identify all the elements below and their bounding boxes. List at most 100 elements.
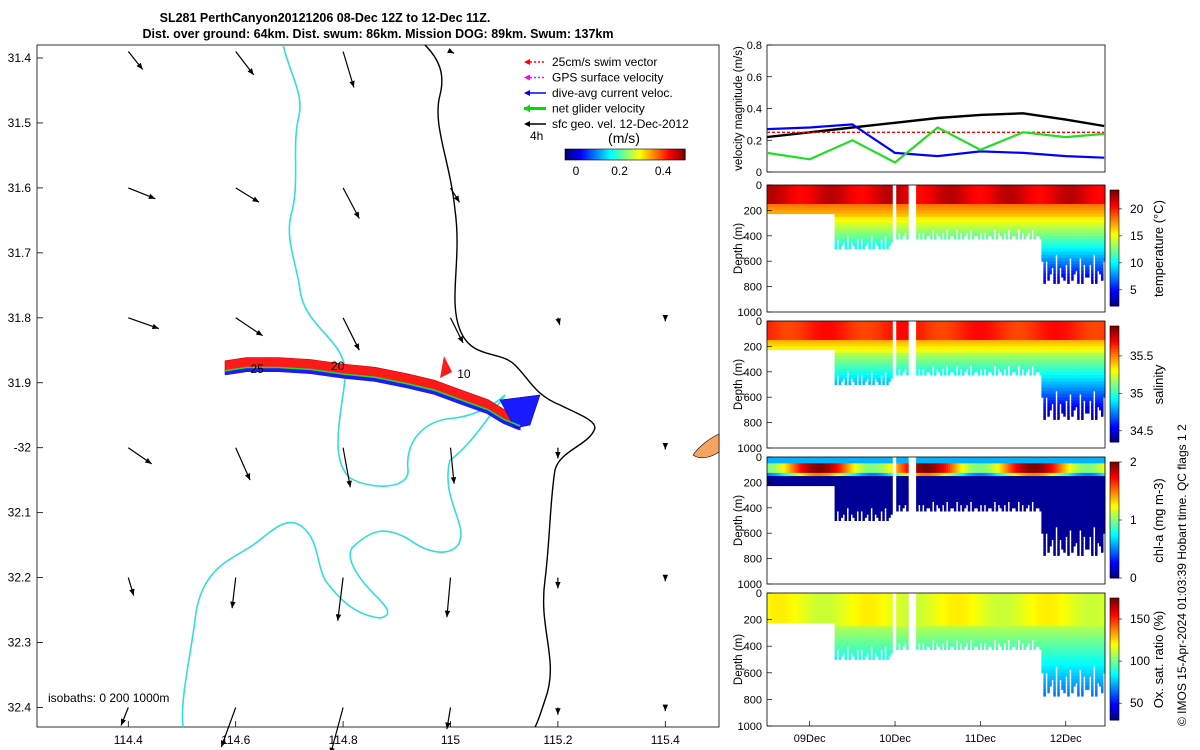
heatmap-cell (770, 343, 774, 347)
heatmap-cell (1051, 235, 1054, 240)
heatmap-cell (838, 333, 842, 338)
heatmap-cell (1017, 213, 1021, 218)
heatmap-cell (1097, 245, 1100, 249)
geo-velocity-arrowhead (349, 80, 355, 88)
heatmap-cell (1011, 362, 1015, 366)
heatmap-cell (934, 365, 937, 370)
heatmap-cell (1031, 200, 1034, 205)
heatmap-cell (971, 232, 975, 237)
heatmap-cell (886, 381, 889, 385)
heatmap-cell (1055, 197, 1058, 202)
heatmap-cell (846, 355, 850, 360)
heatmap-cell (1027, 343, 1030, 347)
heatmap-cell (1077, 251, 1080, 256)
heatmap-cell (1011, 321, 1015, 325)
legend-item: dive-avg current veloc. (524, 86, 673, 100)
heatmap-cell (830, 343, 834, 347)
heatmap-cell (1017, 349, 1021, 354)
heatmap-cell (975, 333, 979, 338)
heatmap-cell (1051, 207, 1054, 211)
heatmap-cell (830, 191, 834, 196)
heatmap-cell (844, 374, 848, 379)
geo-velocity-arrowhead (230, 601, 236, 609)
heatmap-cell (1015, 340, 1019, 344)
heatmap-cell (1035, 197, 1038, 202)
heatmap-cell (947, 359, 951, 363)
heatmap-cell (1059, 245, 1062, 249)
heatmap-cell (1095, 216, 1098, 221)
heatmap-cell (957, 200, 961, 205)
heatmap-cell (878, 204, 881, 208)
heatmap-cell (1021, 330, 1024, 335)
heatmap-cell (1045, 254, 1048, 259)
heatmap-cell (812, 200, 816, 205)
heatmap-cell (772, 194, 776, 199)
heatmap-cell (1071, 248, 1074, 253)
heatmap-cell (997, 207, 1001, 211)
heatmap-cell (1021, 352, 1024, 357)
heatmap-cell (934, 336, 937, 341)
heatmap-cell (1073, 216, 1076, 221)
heatmap-cell (904, 210, 907, 215)
heatmap-cell (838, 368, 842, 373)
heatmap-cell (918, 352, 921, 357)
heatmap-cell (928, 365, 931, 370)
heatmap-cell (858, 378, 861, 382)
colorbar-cell (1110, 266, 1119, 270)
heatmap-cell (1091, 194, 1094, 199)
heatmap-cell (1045, 200, 1048, 205)
heatmap-cell (1081, 219, 1084, 224)
heatmap-cell (939, 321, 943, 325)
heatmap-cell (1041, 232, 1044, 237)
heatmap-cell (937, 188, 941, 192)
heatmap-cell (872, 235, 875, 240)
legend-swatch-head (524, 74, 530, 81)
heatmap-cell (782, 185, 786, 189)
heatmap-cell (888, 188, 891, 192)
heatmap-cell (941, 349, 945, 354)
heatmap-cell (955, 333, 959, 338)
heatmap-cell (850, 185, 853, 189)
heatmap-cell (878, 238, 881, 243)
colorbar-cell (655, 149, 658, 160)
heatmap-cell (937, 226, 941, 230)
heatmap-cell (945, 359, 949, 363)
heatmap-cell (848, 340, 852, 344)
heatmap-cell (959, 219, 963, 224)
heatmap-cell (836, 330, 840, 335)
heatmap-cell (983, 213, 987, 218)
heatmap-cell (850, 207, 853, 211)
heatmap-cell (772, 346, 776, 351)
heatmap-cell (902, 219, 905, 224)
heatmap-cell (852, 346, 855, 351)
heatmap-cell (822, 330, 826, 335)
heatmap-cell (981, 327, 985, 332)
heatmap-cell (995, 365, 999, 370)
heatmap-cell (856, 185, 859, 189)
heatmap-cell (1019, 343, 1022, 347)
heatmap-cell (834, 200, 838, 205)
heatmap-cell (1101, 273, 1104, 278)
heatmap-cell (928, 340, 931, 344)
heatmap-cell (1025, 197, 1028, 202)
heatmap-cell (934, 191, 937, 196)
geo-velocity-arrowhead (247, 68, 254, 75)
heatmap-cell (937, 330, 941, 335)
heatmap-cell (1023, 349, 1026, 354)
heatmap-cell (880, 213, 883, 218)
heatmap-cell (770, 336, 774, 341)
map-y-tick-label: 31.8 (8, 311, 32, 325)
colorbar-cell (665, 149, 668, 160)
heatmap-cell (1093, 188, 1096, 192)
heatmap-cell (1101, 245, 1104, 249)
heatmap-cell (1007, 324, 1011, 328)
heatmap-cell (971, 197, 975, 202)
heatmap-cell (838, 381, 842, 385)
heatmap-cell (806, 185, 810, 189)
heatmap-cell (790, 340, 794, 344)
heatmap-cell (898, 327, 901, 332)
heatmap-cell (1091, 232, 1094, 237)
heatmap-cell (957, 324, 961, 328)
heatmap-cell (1069, 197, 1072, 202)
heatmap-cell (886, 245, 889, 249)
